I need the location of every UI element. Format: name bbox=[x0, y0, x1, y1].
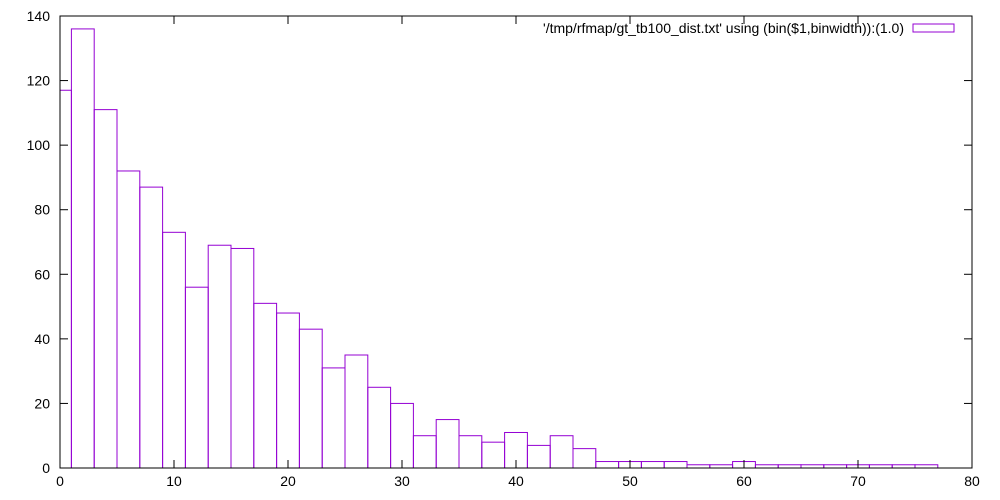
histogram-bar bbox=[184, 286, 209, 469]
histogram-bar bbox=[390, 402, 414, 469]
x-tick-label: 30 bbox=[394, 473, 410, 489]
histogram-bar bbox=[116, 170, 141, 469]
y-tick-label: 60 bbox=[34, 266, 50, 282]
x-tick-label: 50 bbox=[622, 473, 638, 489]
y-tick-label: 100 bbox=[27, 137, 51, 153]
histogram-bar bbox=[572, 448, 597, 469]
histogram-bar bbox=[276, 312, 300, 469]
histogram-bar bbox=[207, 244, 232, 469]
y-tick-label: 0 bbox=[42, 460, 50, 476]
histogram-bar bbox=[59, 89, 72, 469]
x-tick-label: 40 bbox=[508, 473, 524, 489]
histogram-bar bbox=[640, 461, 665, 469]
histogram-bar bbox=[298, 328, 323, 469]
histogram-bar bbox=[595, 461, 620, 469]
x-tick-label: 10 bbox=[166, 473, 182, 489]
legend-swatch bbox=[912, 23, 955, 33]
histogram-bar bbox=[663, 461, 688, 469]
x-tick-label: 80 bbox=[964, 473, 980, 489]
plot-frame bbox=[59, 15, 973, 469]
histogram-bar bbox=[253, 302, 278, 469]
histogram-bar bbox=[526, 444, 551, 469]
x-tick-label: 0 bbox=[56, 473, 64, 489]
histogram-bar bbox=[344, 354, 369, 469]
histogram-bar bbox=[70, 28, 95, 469]
histogram-bar bbox=[367, 386, 392, 469]
y-tick-label: 120 bbox=[27, 73, 51, 89]
histogram-bar bbox=[435, 419, 460, 469]
y-tick-label: 40 bbox=[34, 331, 50, 347]
histogram-bar bbox=[230, 247, 255, 469]
histogram-bar bbox=[481, 441, 506, 469]
x-tick-label: 60 bbox=[736, 473, 752, 489]
legend: '/tmp/rfmap/gt_tb100_dist.txt' using (bi… bbox=[543, 20, 955, 36]
y-tick-label: 80 bbox=[34, 202, 50, 218]
histogram-bar bbox=[321, 367, 346, 469]
histogram-bar bbox=[412, 435, 437, 469]
y-tick-label: 20 bbox=[34, 395, 50, 411]
y-tick-label: 140 bbox=[27, 8, 51, 24]
histogram-bar bbox=[162, 231, 186, 469]
bars-group bbox=[59, 28, 939, 469]
x-tick-label: 70 bbox=[850, 473, 866, 489]
ticks-group: 0 10 20 30 40 50 60 70 80 0 20 40 60 80 100 120 140 bbox=[27, 8, 980, 489]
legend-label: '/tmp/rfmap/gt_tb100_dist.txt' using (bi… bbox=[543, 20, 904, 36]
histogram-bar bbox=[139, 186, 164, 469]
histogram-bar bbox=[549, 435, 574, 469]
histogram-bar bbox=[458, 435, 483, 469]
x-tick-label: 20 bbox=[280, 473, 296, 489]
histogram-bar bbox=[93, 109, 118, 469]
